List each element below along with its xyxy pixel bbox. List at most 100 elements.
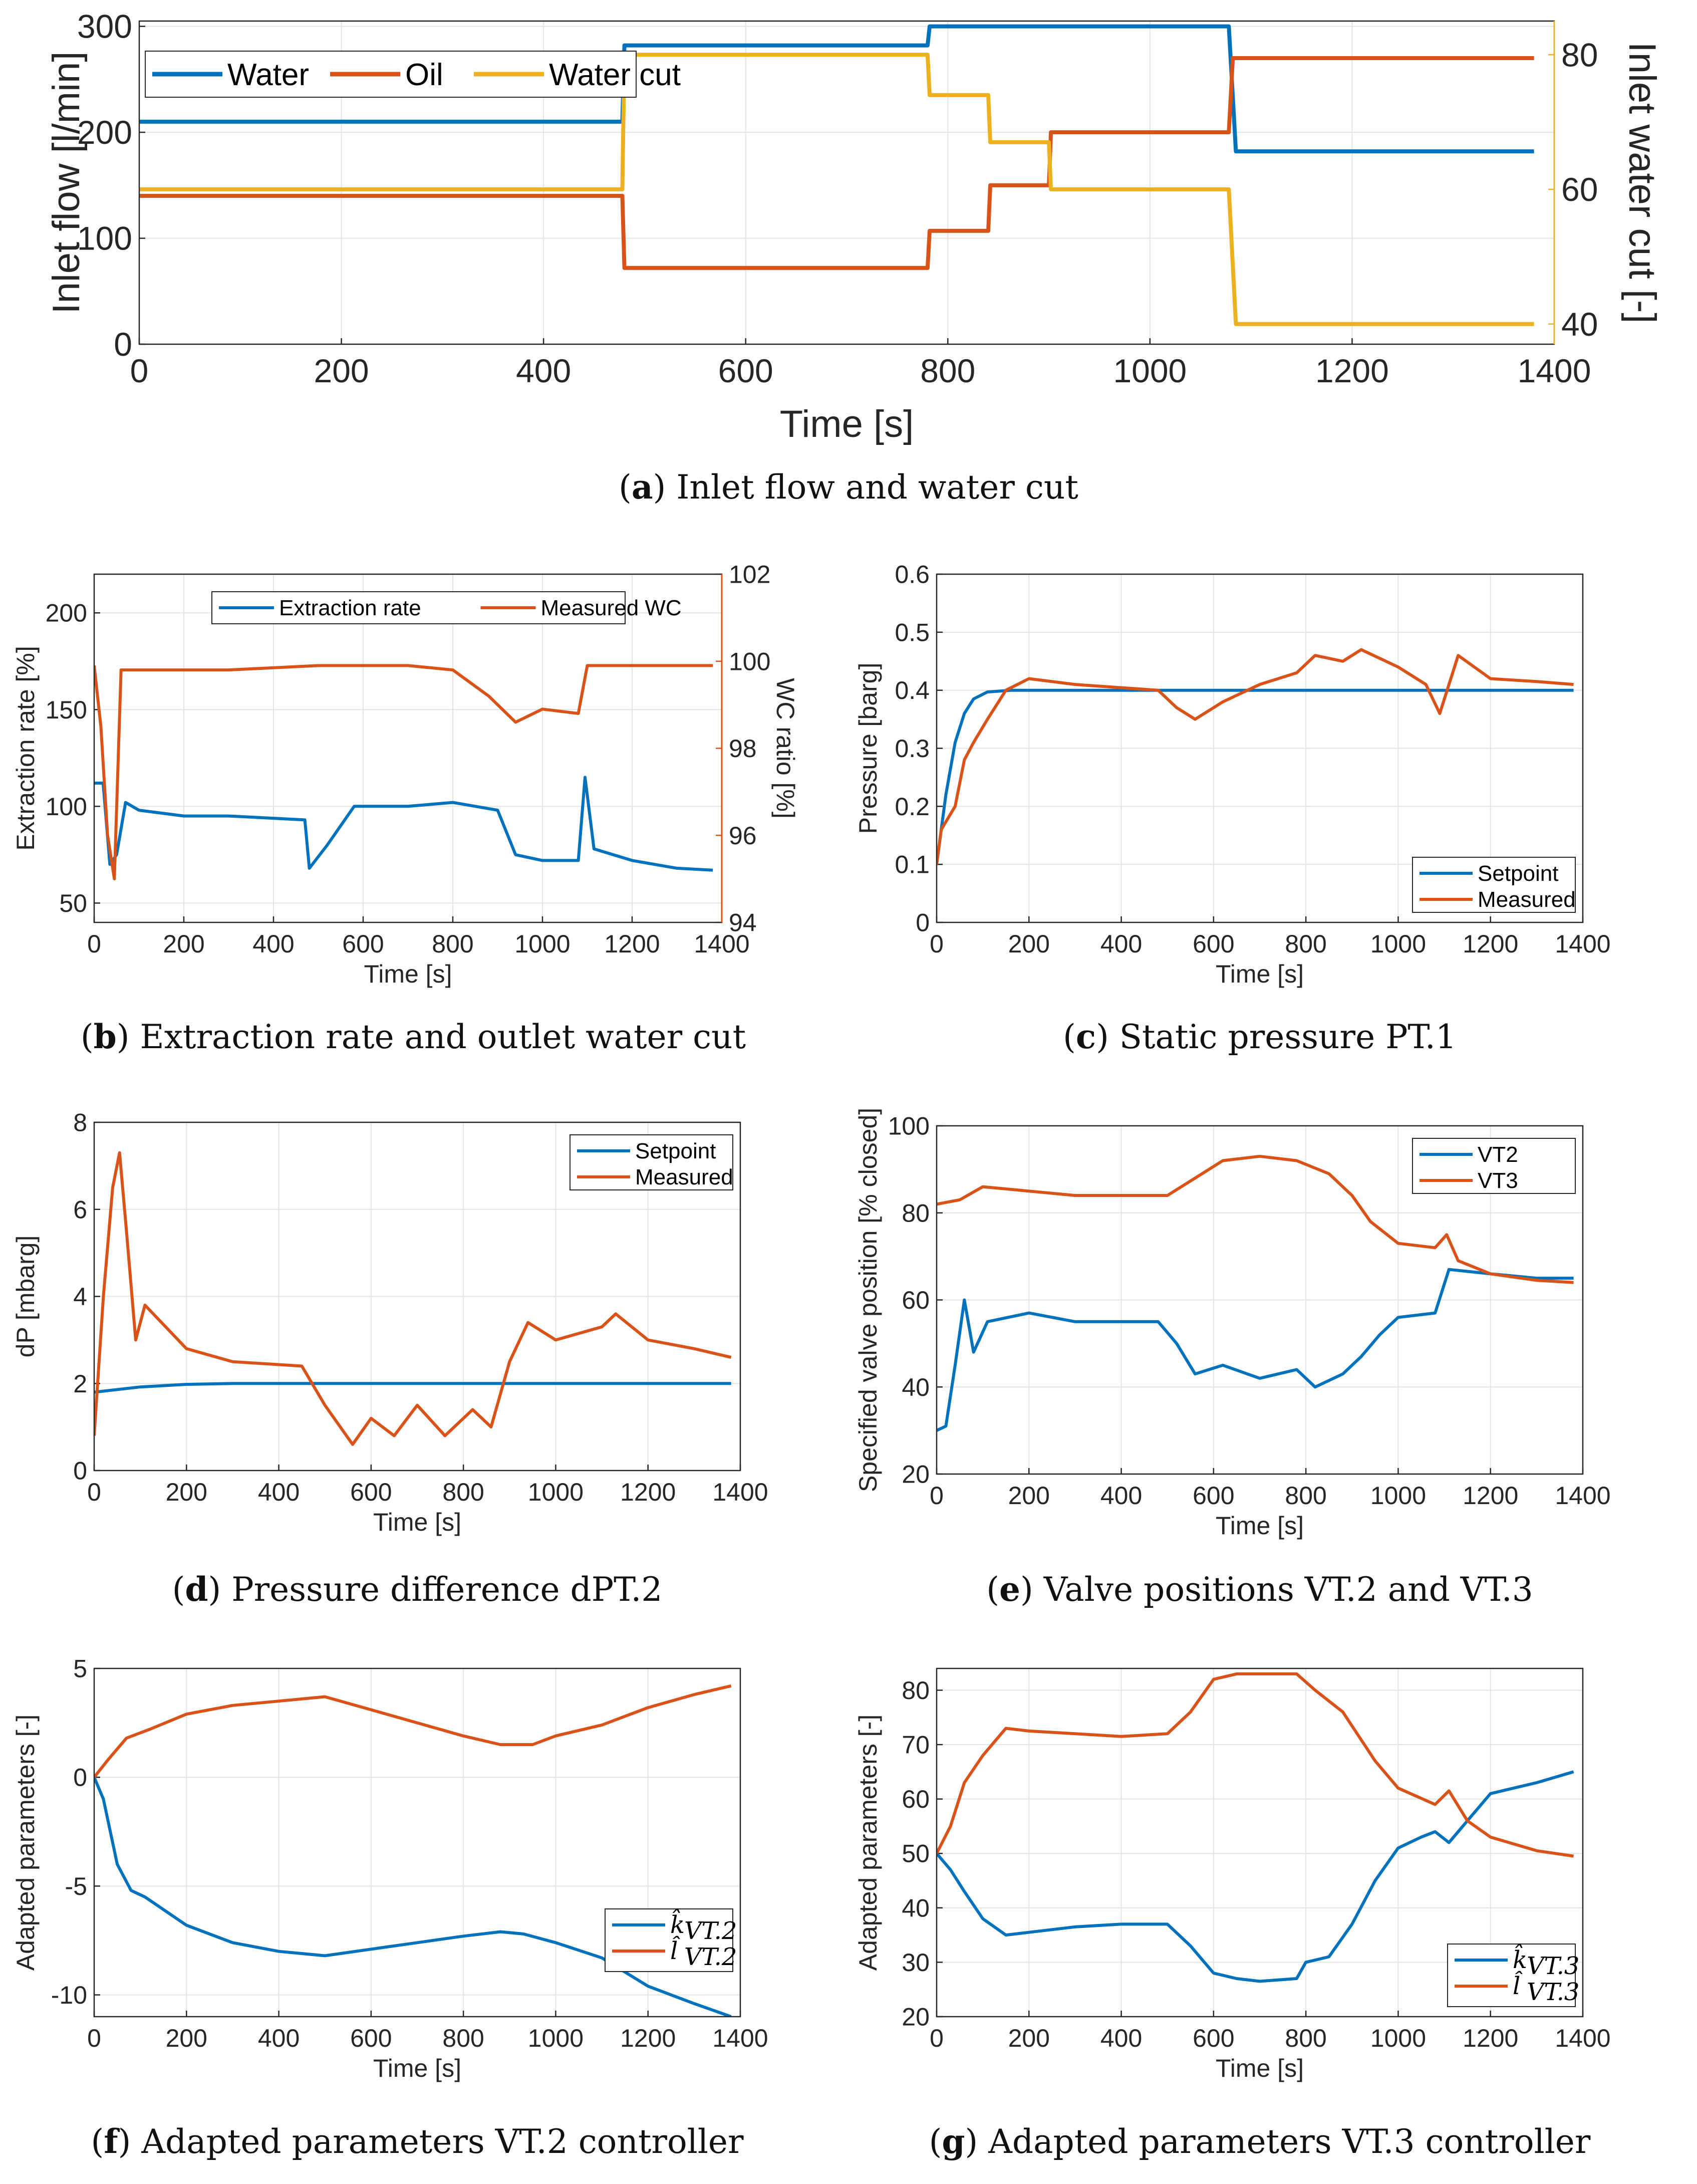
series-line-vt3: [937, 1154, 1574, 1284]
x-tick-label: 400: [516, 352, 571, 389]
x-tick-label: 0: [130, 352, 149, 389]
y-tick-label: 0: [114, 326, 132, 363]
x-tick-label: 600: [1193, 1482, 1234, 1510]
y-tick-label: 200: [46, 599, 87, 627]
legend-label: Oil: [405, 58, 443, 92]
x-tick-label: 0: [930, 1482, 944, 1510]
legend-subscript: VT.3: [1527, 1978, 1579, 2006]
y-right-axis-label: WC ratio [%]: [771, 678, 799, 819]
legend-box: [570, 1134, 733, 1190]
caption-text: Extraction rate and outlet water cut: [140, 1018, 746, 1056]
y-tick-label: 0.1: [895, 851, 930, 879]
caption-text: Valve positions VT.2 and VT.3: [1043, 1570, 1533, 1609]
caption-letter: c: [1076, 1017, 1096, 1056]
axes-frame: [936, 1125, 1584, 1475]
y-tick-label: 100: [77, 220, 132, 257]
y-tick-label: 0: [73, 1457, 87, 1485]
series-line-k-vt-3: [937, 1770, 1574, 1983]
x-tick-label: 0: [87, 1478, 101, 1506]
caption-letter: d: [185, 1570, 208, 1609]
legend: Water Oil Water cut: [145, 51, 681, 98]
x-tick-label: 600: [1193, 2024, 1234, 2052]
x-tick-label: 1400: [1555, 930, 1610, 958]
x-tick-label: 800: [1285, 1482, 1326, 1510]
y-right-tick-label: 98: [729, 735, 757, 763]
series-line-setpoint: [94, 1382, 731, 1394]
y-tick-label: 70: [902, 1731, 930, 1759]
legend-label: Measured WC: [541, 596, 682, 620]
series-line-measured-wc: [94, 664, 713, 881]
y-tick-label: 0.4: [895, 676, 930, 704]
x-tick-label: 200: [314, 352, 369, 389]
series-line-measured: [94, 1151, 732, 1446]
x-tick-label: 200: [1008, 1482, 1050, 1510]
y-tick-label: 0: [73, 1764, 87, 1792]
x-tick-label: 800: [432, 930, 473, 958]
axes-frame: [93, 1121, 741, 1472]
caption-a: (a) Inlet flow and water cut: [619, 467, 1078, 507]
caption-f: (f) Adapted parameters VT.2 controller: [91, 2122, 744, 2161]
legend-label: Extraction rate: [279, 596, 421, 620]
legend-label: Water: [227, 58, 309, 92]
x-axis-label: Time [s]: [1216, 960, 1304, 988]
x-axis-label: Time [s]: [373, 2054, 461, 2082]
x-tick-label: 200: [1008, 2024, 1050, 2052]
legend-label: Setpoint: [635, 1139, 716, 1163]
x-tick-label: 1000: [1370, 1482, 1426, 1510]
series-line-measured: [937, 648, 1574, 865]
series-line-extraction-rate: [94, 776, 713, 872]
y-tick-label: 50: [59, 889, 87, 917]
x-tick-label: 600: [1193, 930, 1234, 958]
legend-label: l̂: [670, 1935, 680, 1965]
x-tick-label: 400: [258, 1478, 300, 1506]
legend: Extraction rate Measured WC: [211, 591, 682, 624]
x-tick-label: 800: [1285, 2024, 1326, 2052]
y-right-tick-label: 96: [729, 822, 757, 850]
chart-e: 0 200 400 600 800 1000 1200 1400 20 40 60 80 100 Time…: [854, 1108, 1611, 1609]
x-tick-label: 1000: [1113, 352, 1187, 389]
x-tick-label: 0: [87, 2024, 101, 2052]
y-tick-label: 20: [902, 1461, 930, 1489]
x-tick-label: 1000: [528, 2024, 584, 2052]
caption-e: (e) Valve positions VT.2 and VT.3: [986, 1570, 1533, 1609]
y-right-tick-label: 80: [1561, 36, 1598, 73]
x-tick-label: 400: [258, 2024, 300, 2052]
x-tick-label: 1200: [1463, 930, 1518, 958]
caption-text: Static pressure PT.1: [1119, 1018, 1457, 1056]
y-axis-label: Extraction rate [%]: [12, 646, 40, 851]
y-right-tick-label: 60: [1561, 171, 1598, 208]
y-tick-label: 6: [73, 1195, 87, 1224]
legend-subscript: VT.2: [684, 1943, 737, 1971]
caption-c: (c) Static pressure PT.1: [1063, 1017, 1457, 1056]
legend: k̂VT.2l̂ VT.2: [605, 1908, 737, 1972]
legend-subscript: VT.3: [1527, 1952, 1579, 1980]
series-line-k-vt-2: [94, 1777, 732, 2017]
plot-area: [94, 574, 722, 922]
x-axis-label: Time [s]: [373, 1508, 461, 1536]
legend-box: [211, 591, 626, 624]
x-tick-label: 1400: [712, 1478, 768, 1506]
x-tick-label: 600: [350, 2024, 392, 2052]
legend-label: Setpoint: [1478, 861, 1558, 886]
legend-label: Water cut: [549, 58, 681, 92]
x-tick-label: 600: [342, 930, 384, 958]
chart-a: 0 200 400 600 800 1000 1200 1400 0 100 200 300 40 60 8…: [45, 8, 1663, 507]
legend-label: Measured: [1478, 887, 1576, 912]
legend-label: VT2: [1478, 1142, 1518, 1167]
series-line-l-vt-2: [94, 1684, 732, 1779]
x-tick-label: 400: [252, 930, 294, 958]
x-tick-label: 1400: [712, 2024, 768, 2052]
x-axis-label: Time [s]: [364, 960, 452, 988]
y-tick-label: 200: [77, 114, 132, 151]
x-tick-label: 600: [718, 352, 773, 389]
series-line-l-vt-3: [937, 1672, 1574, 1858]
x-tick-label: 1200: [1463, 1482, 1518, 1510]
caption-text: Pressure difference dPT.2: [231, 1570, 662, 1609]
y-axis-label: Inlet flow [l/min]: [45, 52, 88, 314]
x-tick-label: 1400: [1555, 2024, 1610, 2052]
y-tick-label: -10: [51, 1981, 87, 2009]
y-tick-label: 80: [902, 1199, 930, 1227]
x-axis-label: Time [s]: [780, 403, 914, 445]
legend-label: l̂: [1513, 1971, 1523, 2000]
legend-subscript: VT.2: [684, 1917, 737, 1945]
